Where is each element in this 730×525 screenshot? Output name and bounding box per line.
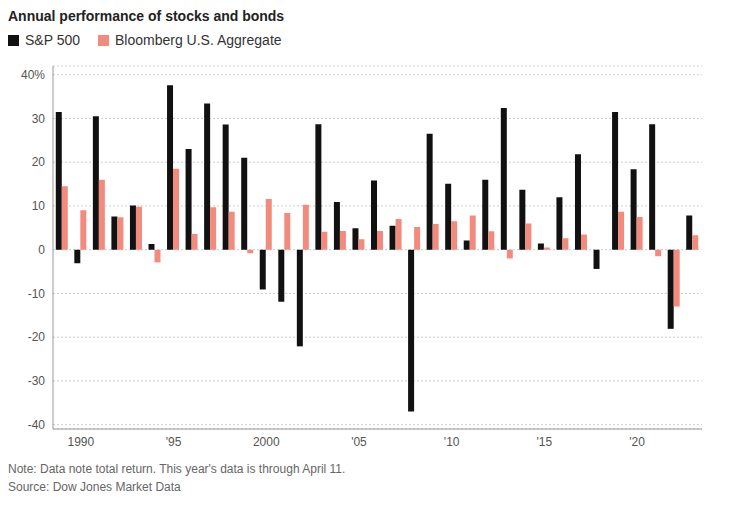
svg-text:'20: '20	[629, 435, 645, 449]
html-text:Source: Dow Jones Market Data: Source: Dow Jones Market Data	[8, 480, 181, 494]
svg-text:-10: -10	[28, 287, 46, 301]
html-text:Bloomberg U.S. Aggregate: Bloomberg U.S. Aggregate	[115, 32, 282, 48]
svg-text:20: 20	[32, 155, 46, 169]
svg-text:1990: 1990	[67, 435, 94, 449]
html-text:Annual performance of stocks a: Annual performance of stocks and bonds	[8, 8, 285, 24]
svg-text:40%: 40%	[21, 68, 45, 82]
svg-text:'10: '10	[444, 435, 460, 449]
svg-text:30: 30	[32, 112, 46, 126]
html-text:S&P 500: S&P 500	[25, 32, 80, 48]
svg-text:'95: '95	[166, 435, 182, 449]
svg-text:0: 0	[38, 243, 45, 257]
svg-text:2000: 2000	[253, 435, 280, 449]
svg-text:-40: -40	[28, 418, 46, 432]
svg-text:10: 10	[32, 199, 46, 213]
svg-text:-30: -30	[28, 374, 46, 388]
svg-text:'05: '05	[351, 435, 367, 449]
svg-text:'15: '15	[537, 435, 553, 449]
svg-text:-20: -20	[28, 330, 46, 344]
html-text:Note: Data note total return.: Note: Data note total return. This year'…	[8, 462, 346, 476]
